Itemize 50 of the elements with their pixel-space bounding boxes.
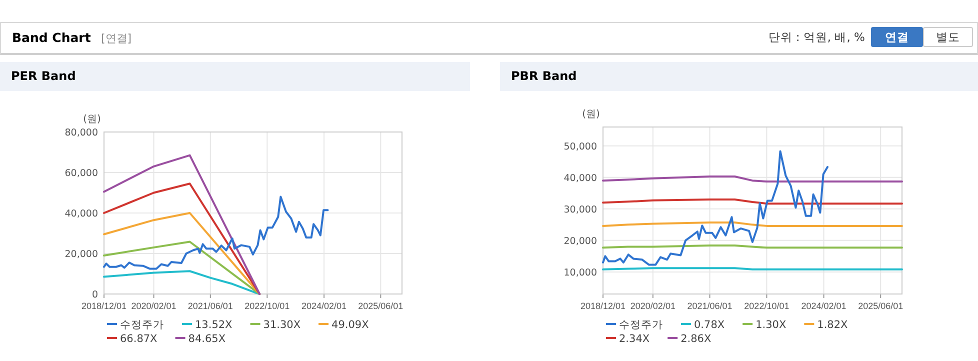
legend-label: 49.09X <box>332 319 369 331</box>
y-tick-label: 20,000 <box>64 249 98 260</box>
x-tick-label: 2020/02/01 <box>630 301 676 311</box>
x-tick-label: 2025/06/01 <box>858 301 904 311</box>
y-tick-label: 20,000 <box>564 236 597 247</box>
x-tick-label: 2018/12/01 <box>81 301 127 311</box>
x-tick-label: 2022/10/01 <box>244 301 290 311</box>
x-tick-label: 2018/12/01 <box>580 301 626 311</box>
y-tick-label: 50,000 <box>564 141 597 152</box>
x-tick-label: 2021/06/01 <box>188 301 233 311</box>
legend-label: 1.30X <box>756 319 786 331</box>
x-tick-label: 2024/02/01 <box>302 301 347 311</box>
line-series <box>103 212 261 295</box>
text: 별도 <box>923 27 973 47</box>
legend-label: 84.65X <box>188 333 226 345</box>
y-tick-label: 40,000 <box>64 208 98 220</box>
x-tick-label: 2020/02/01 <box>131 301 176 311</box>
text: 연결 <box>871 27 923 47</box>
x-tick-label: 2022/10/01 <box>744 301 790 311</box>
y-tick-label: 40,000 <box>564 172 597 184</box>
text: 단위 : 억원, 배, % <box>768 30 865 45</box>
line-series <box>103 270 261 295</box>
line-series <box>103 182 261 295</box>
chart-title: PER Band <box>0 62 470 91</box>
chart-title: PBR Band <box>500 62 978 91</box>
legend-label: 66.87X <box>120 333 158 345</box>
x-tick-label: 2021/06/01 <box>687 301 732 311</box>
legend-label: 2.86X <box>680 333 712 345</box>
y-axis-title: (원) <box>83 114 101 125</box>
legend-label: 13.52X <box>195 319 232 331</box>
legend-label: 1.82X <box>817 319 848 331</box>
legend-label: 수정주가 <box>619 319 663 331</box>
y-tick-label: 80,000 <box>64 128 98 138</box>
line-series <box>103 240 261 295</box>
y-tick-label: 0 <box>92 290 98 300</box>
x-tick-label: 2025/06/01 <box>358 301 404 311</box>
line-series <box>602 150 829 266</box>
text: [연결] <box>101 31 132 46</box>
x-tick-label: 2024/02/01 <box>801 301 846 311</box>
y-axis-title: (원) <box>582 109 600 120</box>
legend-label: 0.78X <box>694 319 725 331</box>
line-series <box>103 196 329 270</box>
legend-label: 31.30X <box>263 319 301 331</box>
text: Band Chart <box>12 30 91 45</box>
y-tick-label: 60,000 <box>64 168 98 179</box>
legend-label: 2.34X <box>619 333 650 345</box>
legend-label: 수정주가 <box>120 319 164 331</box>
y-tick-label: 30,000 <box>564 204 597 216</box>
y-tick-label: 10,000 <box>564 267 597 278</box>
line-series <box>103 154 261 295</box>
